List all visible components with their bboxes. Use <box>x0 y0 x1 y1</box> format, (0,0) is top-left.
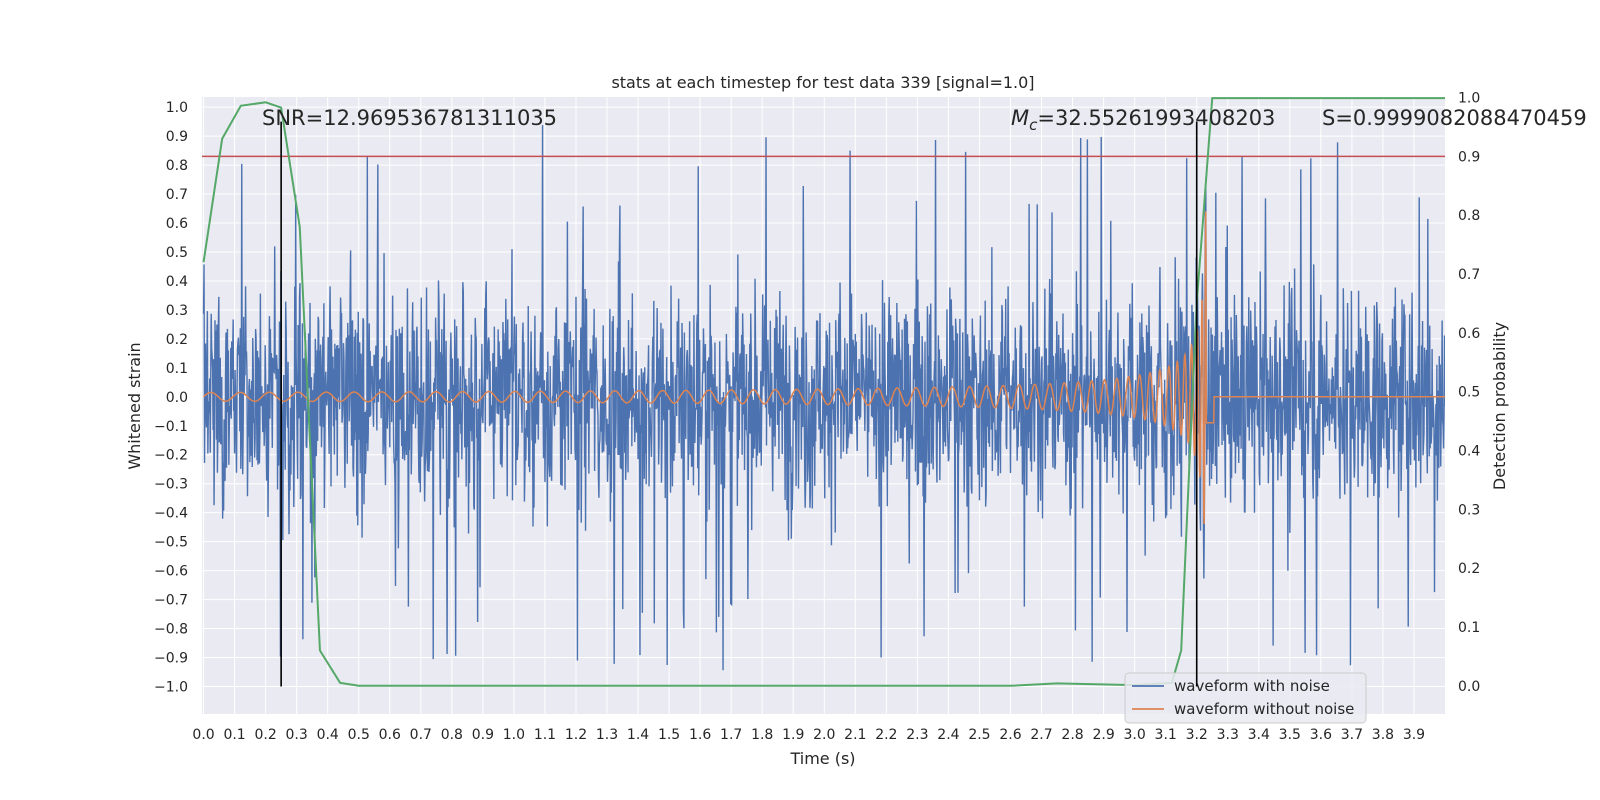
x-tick-label: 3.1 <box>1155 727 1177 743</box>
series-detection-probability <box>202 97 1445 687</box>
y2-tick-label: 0.8 <box>1458 208 1480 224</box>
y-tick-label: −0.2 <box>154 448 188 464</box>
x-tick-label: 3.3 <box>1217 727 1239 743</box>
mc-value: =32.55261993408203 <box>1037 106 1275 130</box>
x-tick-label: 3.7 <box>1341 727 1363 743</box>
x-tick-label: 2.4 <box>937 727 959 743</box>
x-tick-label: 0.4 <box>317 727 339 743</box>
x-tick-label: 0.2 <box>254 727 276 743</box>
legend: waveform with noise waveform without noi… <box>1124 672 1367 724</box>
x-tick-label: 3.5 <box>1279 727 1301 743</box>
x-tick-label: 3.0 <box>1124 727 1146 743</box>
x-tick-label: 3.6 <box>1310 727 1332 743</box>
x-tick-label: 2.9 <box>1092 727 1114 743</box>
x-tick-label: 2.0 <box>813 727 835 743</box>
x-tick-label: 1.2 <box>565 727 587 743</box>
y2-tick-label: 1.0 <box>1458 91 1480 107</box>
y2-tick-label: 0.5 <box>1458 385 1480 401</box>
y-tick-label: 0.6 <box>166 216 188 232</box>
y2-axis-label: Detection probability <box>1490 322 1509 490</box>
y-tick-label: −0.6 <box>154 564 188 580</box>
y2-tick-label: 0.1 <box>1458 620 1480 636</box>
x-tick-label: 1.7 <box>720 727 742 743</box>
y-tick-label: 0.9 <box>166 129 188 145</box>
y-tick-label: −0.8 <box>154 622 188 638</box>
x-tick-label: 2.5 <box>968 727 990 743</box>
snr-annotation: SNR=12.969536781311035 <box>262 106 557 130</box>
y-tick-label: 0.0 <box>166 390 188 406</box>
mc-subscript: c <box>1029 116 1038 134</box>
plot-area <box>202 97 1445 687</box>
x-tick-label: 0.5 <box>348 727 370 743</box>
x-tick-label: 0.1 <box>223 727 245 743</box>
y-tick-label: 0.8 <box>166 158 188 174</box>
x-tick-label: 3.4 <box>1248 727 1270 743</box>
x-tick-label: 2.2 <box>875 727 897 743</box>
x-tick-label: 3.9 <box>1403 727 1425 743</box>
y2-tick-label: 0.9 <box>1458 149 1480 165</box>
legend-label-clean: waveform without noise <box>1174 700 1354 718</box>
x-tick-label: 1.3 <box>596 727 618 743</box>
x-tick-label: 2.7 <box>1030 727 1052 743</box>
mc-symbol: M <box>1011 106 1029 130</box>
x-axis-label: Time (s) <box>789 749 855 768</box>
y-tick-label: 1.0 <box>166 100 188 116</box>
y-tick-label: 0.2 <box>166 332 188 348</box>
y-tick-label: −0.5 <box>154 535 188 551</box>
y-tick-label: −0.4 <box>154 506 188 522</box>
y-axis-label: Whitened strain <box>125 342 144 469</box>
x-tick-label: 0.9 <box>472 727 494 743</box>
x-tick-label: 0.8 <box>441 727 463 743</box>
y2-tick-label: 0.4 <box>1458 443 1480 459</box>
x-tick-label: 1.5 <box>658 727 680 743</box>
y-tick-label: −0.7 <box>154 593 188 609</box>
tick-labels: 0.0 0.1 0.2 0.3 0.4 0.5 0.6 0.7 0.8 0.9 1.0 1.1 1.2 1… <box>154 91 1480 743</box>
y-tick-label: 0.3 <box>166 303 188 319</box>
y2-tick-label: 0.2 <box>1458 561 1480 577</box>
x-tick-label: 1.6 <box>689 727 711 743</box>
y-tick-label: −0.3 <box>154 477 188 493</box>
legend-box <box>1124 672 1367 724</box>
y-tick-label: −1.0 <box>154 679 188 695</box>
x-tick-label: 1.1 <box>534 727 556 743</box>
s-annotation: S=0.9999082088470459 <box>1322 106 1587 130</box>
x-tick-label: 1.0 <box>503 727 525 743</box>
x-tick-label: 2.8 <box>1061 727 1083 743</box>
x-tick-label: 0.6 <box>379 727 401 743</box>
x-tick-label: 3.2 <box>1186 727 1208 743</box>
series-waveform-without-noise <box>203 211 1445 525</box>
y-tick-label: 0.5 <box>166 245 188 261</box>
mc-annotation: Mc=32.55261993408203 <box>1011 106 1275 134</box>
x-tick-label: 0.0 <box>192 727 214 743</box>
y-tick-label: −0.1 <box>154 419 188 435</box>
x-tick-label: 0.7 <box>410 727 432 743</box>
y-tick-label: 0.7 <box>166 187 188 203</box>
x-tick-label: 0.3 <box>286 727 308 743</box>
x-tick-label: 3.8 <box>1372 727 1394 743</box>
y2-tick-label: 0.6 <box>1458 326 1480 342</box>
x-tick-label: 2.6 <box>999 727 1021 743</box>
y2-tick-label: 0.3 <box>1458 502 1480 518</box>
y2-tick-label: 0.7 <box>1458 267 1480 283</box>
legend-label-noise: waveform with noise <box>1174 677 1330 695</box>
y-tick-label: 0.1 <box>166 361 188 377</box>
y-tick-label: 0.4 <box>166 274 188 290</box>
x-tick-label: 1.8 <box>751 727 773 743</box>
x-tick-label: 1.4 <box>627 727 649 743</box>
y-tick-label: −0.9 <box>154 651 188 667</box>
x-tick-label: 1.9 <box>782 727 804 743</box>
series-waveform-with-noise <box>202 125 1445 671</box>
chart-title: stats at each timestep for test data 339… <box>611 73 1034 92</box>
y2-tick-label: 0.0 <box>1458 679 1480 695</box>
x-tick-label: 2.1 <box>844 727 866 743</box>
x-tick-label: 2.3 <box>906 727 928 743</box>
